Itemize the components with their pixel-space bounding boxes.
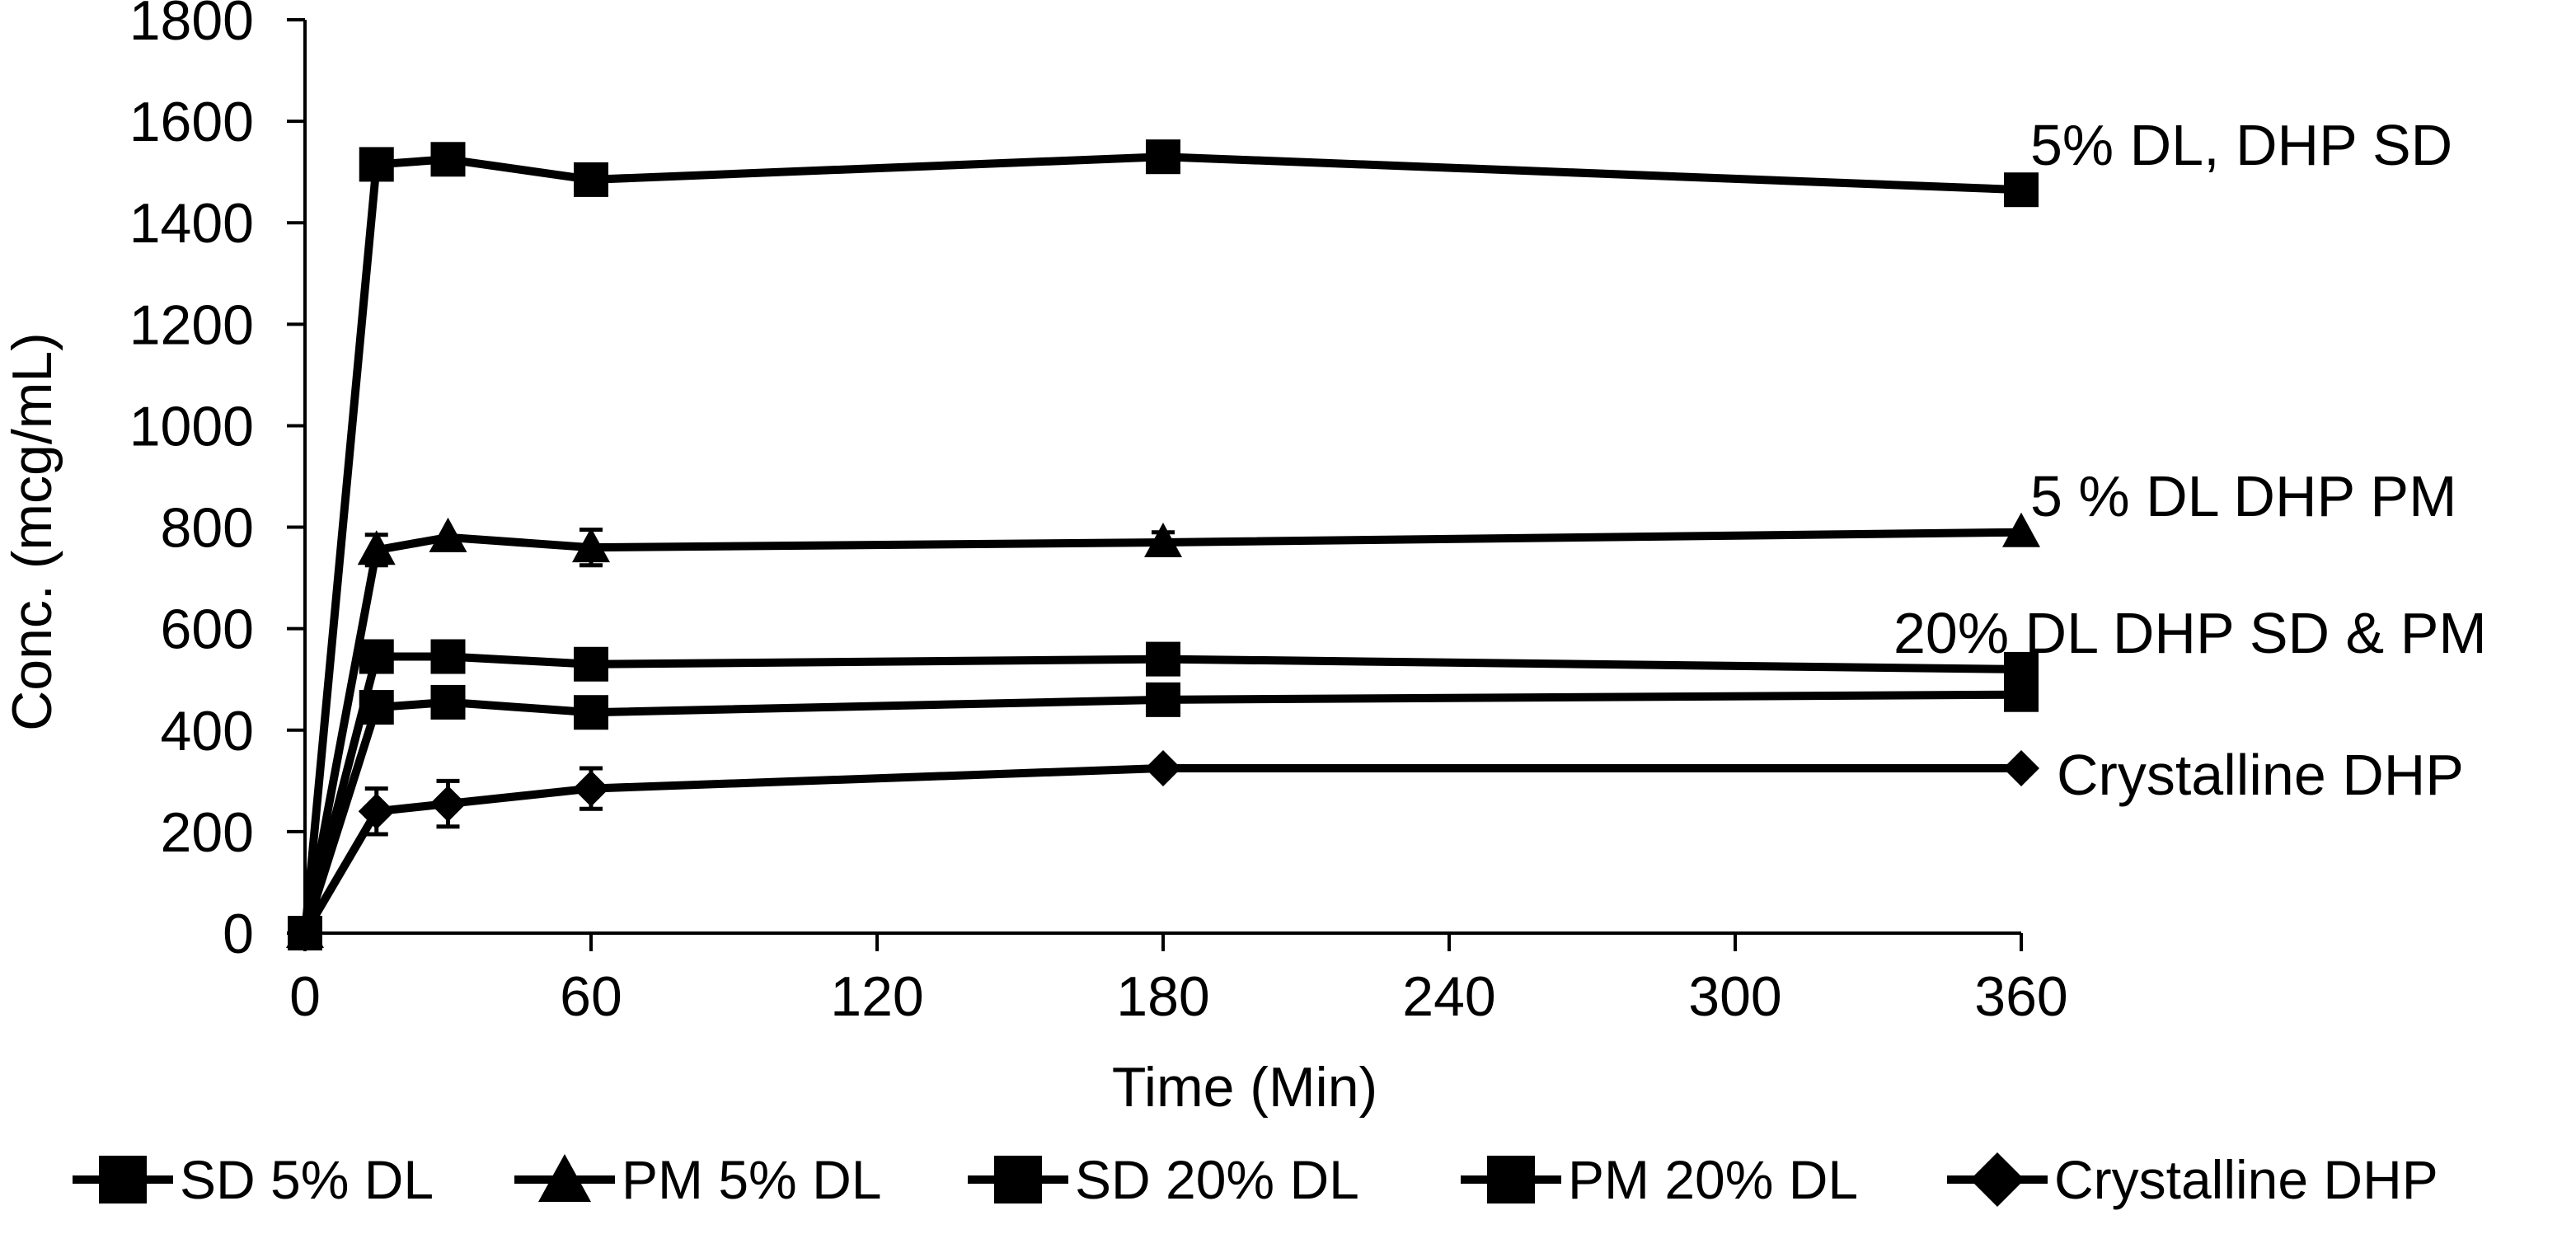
data-point: [2002, 512, 2040, 547]
legend-square-icon: [99, 1156, 147, 1204]
legend-label: SD 5% DL: [180, 1149, 434, 1210]
data-point: [572, 528, 610, 563]
y-tick-label: 600: [161, 598, 254, 661]
legend-diamond-icon: [1970, 1152, 2025, 1207]
legend-label: PM 5% DL: [622, 1149, 881, 1210]
y-tick-label: 0: [223, 903, 254, 965]
x-tick-label: 60: [560, 965, 622, 1028]
x-tick-label: 120: [830, 965, 923, 1028]
x-tick-label: 0: [289, 965, 321, 1028]
y-axis-title: Conc. (mcg/mL): [1, 332, 63, 731]
x-tick-label: 300: [1688, 965, 1781, 1028]
legend-square-icon: [994, 1156, 1042, 1204]
y-tick-label: 1800: [129, 0, 254, 52]
data-point: [287, 915, 323, 951]
series-4: [287, 749, 2039, 951]
data-point: [359, 147, 394, 182]
annotation-sd-5: 5% DL, DHP SD: [2030, 113, 2452, 177]
legend-item-pm-20: PM 20% DL: [1461, 1149, 1858, 1210]
y-axis-ticks: 0 200 400 600 800 1000 1200 1400 1600 1800: [129, 0, 305, 965]
data-point: [1146, 682, 1180, 717]
data-point: [359, 690, 394, 725]
data-point: [357, 530, 396, 565]
data-point: [574, 646, 608, 682]
y-tick-label: 1400: [129, 192, 254, 255]
data-point: [430, 639, 466, 674]
data-point: [430, 142, 466, 177]
data-point: [2003, 749, 2039, 786]
legend-item-pm-5: PM 5% DL: [514, 1149, 881, 1210]
data-point: [359, 639, 394, 674]
annotation-crystalline: Crystalline DHP: [2057, 743, 2464, 807]
x-axis-ticks: 0 60 120 180 240 300 360: [289, 933, 2068, 1028]
legend-item-crystalline: Crystalline DHP: [1947, 1149, 2438, 1210]
data-point: [573, 770, 609, 807]
annotation-20-sd-pm: 20% DL DHP SD & PM: [1893, 601, 2487, 665]
data-point: [574, 695, 608, 730]
x-axis-title: Time (Min): [1112, 1056, 1377, 1119]
series-group: [286, 139, 2040, 951]
annotations: 5% DL, DHP SD 5 % DL DHP PM 20% DL DHP S…: [1893, 113, 2487, 807]
annotation-pm-5: 5 % DL DHP PM: [2030, 464, 2456, 528]
y-tick-label: 800: [161, 497, 254, 560]
x-tick-label: 360: [1974, 965, 2067, 1028]
y-tick-label: 200: [161, 801, 254, 864]
legend-square-icon: [1487, 1156, 1535, 1204]
data-point: [429, 786, 467, 823]
series-line: [301, 152, 2022, 934]
legend: SD 5% DL PM 5% DL SD 20% DL PM 20% DL Cr…: [73, 1149, 2438, 1210]
legend-item-sd-5: SD 5% DL: [73, 1149, 434, 1210]
data-point: [1146, 139, 1180, 175]
legend-label: PM 20% DL: [1568, 1149, 1858, 1210]
data-point: [574, 162, 608, 197]
legend-item-sd-20: SD 20% DL: [968, 1149, 1359, 1210]
data-point: [430, 684, 466, 720]
legend-label: SD 20% DL: [1075, 1149, 1359, 1210]
y-tick-label: 400: [161, 700, 254, 762]
legend-triangle-icon: [538, 1154, 591, 1202]
y-tick-label: 1000: [129, 395, 254, 457]
series-line: [301, 528, 2022, 934]
series-3: [288, 677, 2039, 950]
x-tick-label: 180: [1116, 965, 1209, 1028]
y-tick-label: 1200: [129, 293, 254, 356]
data-point: [2004, 172, 2039, 208]
legend-label: Crystalline DHP: [2054, 1149, 2438, 1210]
series-line: [301, 690, 2022, 935]
data-point: [429, 517, 467, 552]
data-point: [1144, 523, 1182, 558]
data-point: [2004, 677, 2039, 712]
data-point: [1145, 749, 1181, 786]
data-point: [1146, 641, 1180, 677]
x-tick-label: 240: [1402, 965, 1495, 1028]
series-1: [286, 512, 2040, 948]
y-tick-label: 1600: [129, 91, 254, 153]
data-point: [358, 793, 395, 830]
series-line: [301, 763, 2021, 936]
